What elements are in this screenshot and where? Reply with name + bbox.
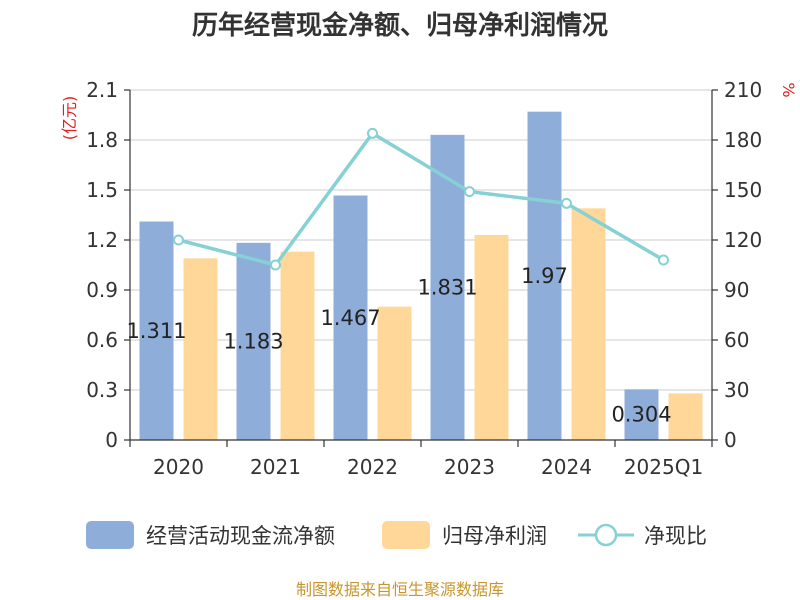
bars	[139, 111, 703, 441]
category-label: 2020	[153, 455, 204, 479]
net-profit-bar	[183, 258, 218, 440]
category-label: 2023	[444, 455, 495, 479]
net-profit-bar	[280, 251, 315, 440]
ratio-point	[173, 234, 184, 246]
source-note: 制图数据来自恒生聚源数据库	[296, 580, 504, 599]
right-tick-label: 150	[724, 178, 762, 202]
ratio-line	[173, 127, 669, 271]
ratio-point	[367, 127, 378, 139]
legend-item-net-profit[interactable]: 归母净利润	[382, 521, 547, 549]
left-tick-label: 0	[105, 428, 118, 452]
legend-item-ratio[interactable]: 净现比	[578, 523, 707, 548]
left-tick-label: 1.5	[86, 178, 118, 202]
net-profit-bar	[474, 235, 509, 440]
cashflow-data-label: 1.97	[521, 264, 568, 288]
legend-label-ratio: 净现比	[644, 524, 707, 548]
category-label: 2024	[541, 455, 592, 479]
ratio-polyline	[178, 131, 665, 267]
net-profit-bar	[377, 306, 412, 440]
ratio-point	[561, 197, 572, 209]
left-tick-label: 2.1	[86, 78, 118, 102]
ratio-point	[658, 254, 669, 266]
category-label: 2025Q1	[624, 455, 703, 479]
cashflow-data-label: 1.831	[417, 275, 477, 299]
category-labels: 2020 2021 2022 2023 2024 2025Q1	[153, 455, 703, 479]
ratio-point	[270, 259, 281, 271]
right-tick-label: 180	[724, 128, 762, 152]
axes	[129, 90, 713, 447]
gridlines	[130, 89, 712, 391]
cashflow-bar	[333, 195, 368, 440]
left-tick-label: 0.9	[86, 278, 118, 302]
right-tick-label: 90	[724, 278, 749, 302]
right-tick-label: 30	[724, 378, 749, 402]
left-tick-label: 1.2	[86, 228, 118, 252]
cashflow-bar	[624, 389, 659, 440]
chart-title: 历年经营现金净额、归母净利润情况	[192, 10, 608, 41]
net-profit-bar	[668, 393, 703, 440]
left-axis-ticks: 0 0.3 0.6 0.9 1.2 1.5 1.8 2.1	[86, 78, 130, 452]
right-tick-label: 60	[724, 328, 749, 352]
right-axis-ticks: 0 30 60 90 120 150 180 210	[712, 78, 762, 452]
category-label: 2022	[347, 455, 398, 479]
cashflow-bar	[527, 111, 562, 441]
cashflow-data-label: 0.304	[611, 403, 671, 427]
cashflow-data-label: 1.467	[320, 306, 380, 330]
left-tick-label: 0.6	[86, 328, 118, 352]
legend-swatch-cashflow	[86, 521, 134, 549]
cashflow-data-label: 1.311	[126, 319, 186, 343]
cashflow-bar	[139, 221, 174, 440]
left-axis-unit: (亿元)	[60, 96, 79, 141]
left-tick-label: 0.3	[86, 378, 118, 402]
right-axis-unit: %	[779, 82, 798, 97]
data-labels: 1.311 1.183 1.467 1.831 1.97 0.304	[126, 264, 671, 427]
cashflow-data-label: 1.183	[223, 329, 283, 353]
net-profit-bar	[571, 208, 606, 440]
right-tick-label: 0	[724, 428, 737, 452]
category-label: 2021	[250, 455, 301, 479]
legend-label-net-profit: 归母净利润	[442, 524, 547, 548]
ratio-point	[464, 186, 475, 198]
legend-label-cashflow: 经营活动现金流净额	[146, 524, 335, 548]
legend-item-cashflow[interactable]: 经营活动现金流净额	[86, 521, 335, 549]
right-tick-label: 120	[724, 228, 762, 252]
right-tick-label: 210	[724, 78, 762, 102]
cashflow-bar	[236, 242, 271, 440]
legend-swatch-net-profit	[382, 521, 430, 549]
legend: 经营活动现金流净额 归母净利润 净现比	[86, 521, 707, 549]
legend-marker-ratio	[594, 523, 618, 547]
left-tick-label: 1.8	[86, 128, 118, 152]
